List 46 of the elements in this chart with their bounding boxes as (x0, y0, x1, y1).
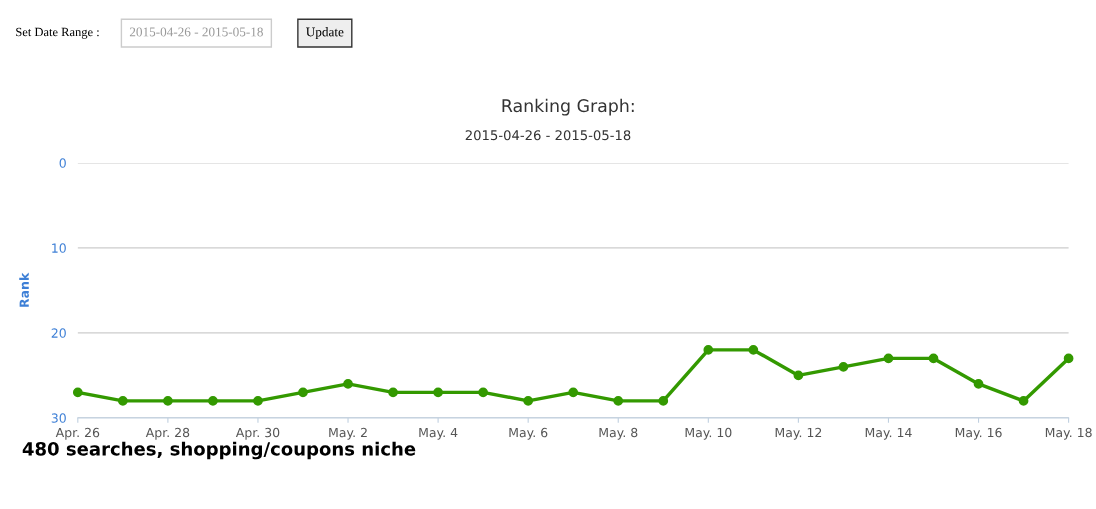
point (973, 379, 984, 389)
point (1063, 353, 1074, 364)
point (117, 396, 128, 406)
x-tick-label: May. 2 (329, 427, 367, 440)
point (568, 387, 579, 398)
y-tick-label: 30 (51, 413, 66, 423)
point (613, 396, 624, 406)
x-tick-label: May. 14 (865, 428, 912, 440)
point (748, 345, 759, 355)
x-tick-label: May. 8 (599, 427, 638, 440)
chart-subtitle: 2015-04-26 - 2015-05-18 (465, 130, 631, 141)
x-tick-label: Apr. 28 (145, 427, 190, 440)
point (883, 353, 894, 364)
text: Update (306, 27, 344, 40)
x-tick-label: May. 10 (685, 427, 732, 440)
point (388, 387, 398, 398)
point (928, 353, 939, 364)
point (163, 396, 173, 406)
point (253, 396, 263, 406)
point (838, 362, 849, 372)
x-tick-label: Apr. 26 (55, 427, 100, 440)
x-tick-label: May. 12 (775, 427, 822, 440)
point (298, 387, 308, 398)
point (703, 345, 714, 355)
y-tick-label: 20 (51, 328, 66, 338)
y-tick-label: 10 (52, 243, 66, 253)
x-tick-label: Apr. 30 (235, 427, 280, 440)
text: 480 searches, shopping/coupons niche (22, 441, 416, 460)
point (208, 396, 218, 406)
text: Set Date Range : (16, 27, 99, 39)
point (793, 370, 804, 381)
x-tick-label: May. 6 (509, 427, 548, 440)
text: 2015-04-26 - 2015-05-18 (129, 27, 263, 37)
chart-title: Ranking Graph: (502, 98, 634, 116)
x-tick-label: May. 16 (955, 427, 1002, 440)
point (478, 387, 488, 398)
point (433, 387, 443, 398)
point (523, 396, 534, 406)
point (343, 379, 353, 389)
point (72, 387, 83, 398)
x-tick-label: May. 18 (1045, 427, 1092, 440)
x-tick-label: May. 4 (419, 428, 458, 440)
point (1018, 396, 1029, 406)
point (658, 396, 669, 406)
y-axis-title: Rank (19, 272, 29, 307)
y-tick-label: 0 (59, 158, 66, 168)
